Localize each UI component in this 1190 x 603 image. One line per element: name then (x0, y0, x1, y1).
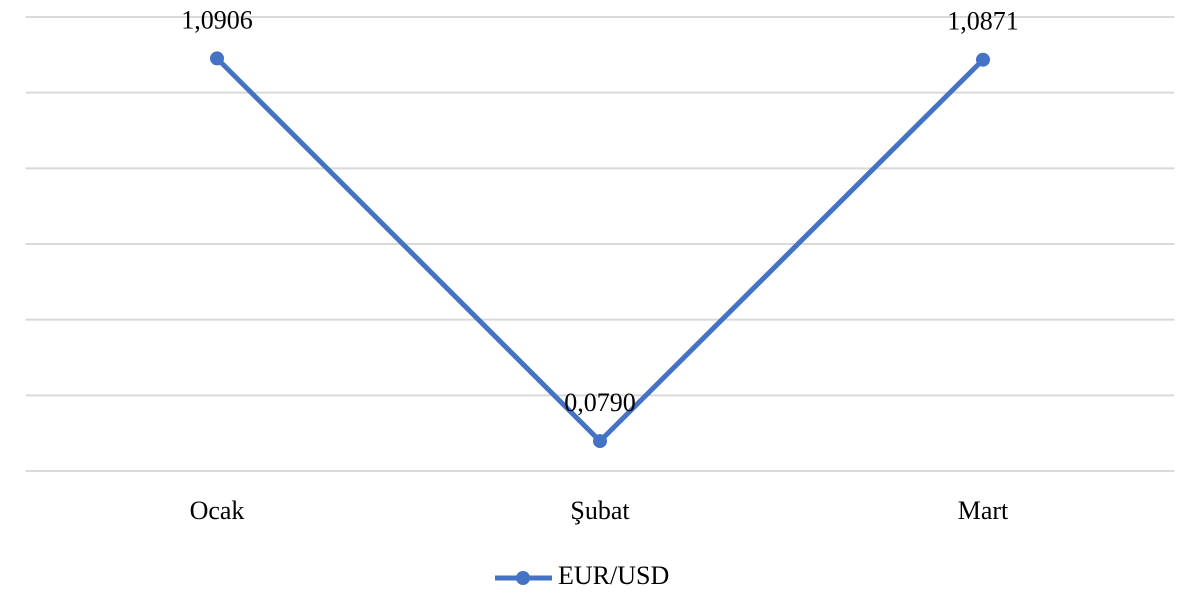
legend-label: EUR/USD (558, 561, 669, 590)
x-tick-label: Ocak (190, 496, 245, 525)
data-point (976, 52, 990, 67)
data-label: 1,0871 (947, 7, 1019, 36)
data-point (593, 434, 607, 449)
x-tick-label: Mart (958, 496, 1009, 525)
data-label: 1,0906 (181, 5, 253, 34)
data-label: 0,0790 (564, 388, 636, 417)
series-line (215, 56, 985, 444)
x-tick-label: Şubat (570, 496, 630, 525)
legend-marker (516, 571, 530, 585)
data-point (210, 51, 224, 66)
